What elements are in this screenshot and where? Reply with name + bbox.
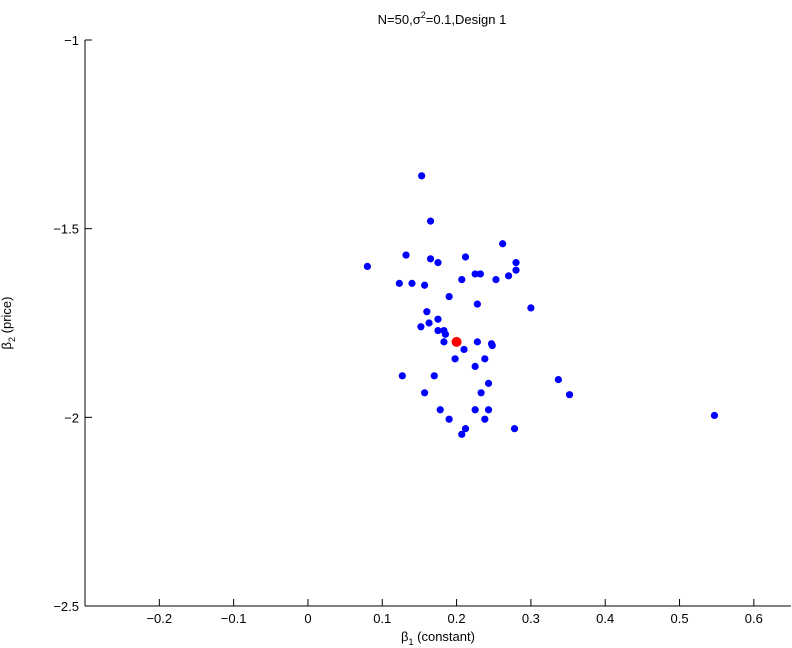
x-tick-label: 0 (304, 611, 311, 626)
highlight-point (451, 336, 462, 347)
data-point (510, 425, 519, 433)
data-point (473, 300, 481, 308)
data-point (461, 425, 470, 433)
data-points (363, 172, 719, 438)
x-tick-label: 0.1 (373, 611, 391, 626)
data-point (440, 338, 448, 346)
data-point (425, 319, 433, 327)
data-point (445, 415, 453, 423)
data-point (473, 338, 481, 346)
data-point (395, 279, 403, 287)
data-point (460, 345, 468, 354)
data-point (434, 326, 442, 335)
x-tick-label: −0.1 (221, 611, 247, 626)
data-point (471, 270, 479, 278)
data-point (527, 304, 535, 312)
data-point (484, 379, 493, 387)
data-point (458, 430, 466, 438)
data-point (434, 315, 442, 323)
data-point (461, 253, 470, 261)
x-axis-ticks: −0.2 −0.1 0 0.1 0.2 0.3 0.4 0.5 0.6 (146, 599, 763, 626)
x-tick-label: 0.2 (448, 611, 466, 626)
x-tick-label: −0.2 (146, 611, 172, 626)
data-point (423, 308, 431, 316)
data-point (710, 411, 719, 420)
x-tick-label: 0.3 (522, 611, 540, 626)
y-tick-label: −2 (64, 410, 79, 425)
y-tick-label: −1 (64, 33, 79, 48)
data-point (451, 355, 459, 363)
data-point (402, 251, 410, 259)
data-point (363, 262, 371, 270)
data-point (417, 323, 425, 331)
data-point (471, 362, 479, 370)
data-point (441, 330, 450, 338)
x-tick-label: 0.4 (596, 611, 614, 626)
x-tick-label: 0.6 (745, 611, 763, 626)
data-point (484, 406, 493, 414)
data-point (492, 276, 500, 284)
data-point (565, 391, 574, 399)
data-point (554, 376, 562, 384)
data-point (488, 342, 496, 350)
data-point (445, 292, 453, 301)
data-point (512, 259, 520, 267)
data-point (421, 389, 429, 397)
data-point (436, 406, 444, 414)
y-axis-ticks: −1 −1.5 −2 −2.5 (53, 33, 92, 614)
data-point (408, 279, 416, 287)
x-axis-label: β1 (constant) (401, 629, 475, 647)
data-point (471, 406, 479, 414)
data-point (430, 372, 438, 380)
data-point (476, 270, 484, 278)
data-point (418, 172, 426, 180)
data-point (505, 272, 513, 280)
data-point (499, 240, 507, 248)
plot-area (84, 40, 791, 607)
data-point (426, 255, 435, 263)
data-point (481, 355, 489, 363)
data-point (512, 266, 520, 274)
data-point (477, 389, 485, 397)
x-tick-label: 0.5 (670, 611, 688, 626)
y-tick-label: −1.5 (53, 222, 79, 237)
data-point (434, 259, 442, 267)
data-point (458, 276, 466, 284)
y-tick-label: −2.5 (53, 599, 79, 614)
y-axis-label: β2 (price) (0, 297, 17, 350)
data-point (421, 281, 429, 289)
data-point (426, 217, 435, 225)
data-point (481, 415, 489, 423)
chart-title: N=50,σ2=0.1,Design 1 (378, 10, 507, 27)
data-point (398, 372, 406, 380)
